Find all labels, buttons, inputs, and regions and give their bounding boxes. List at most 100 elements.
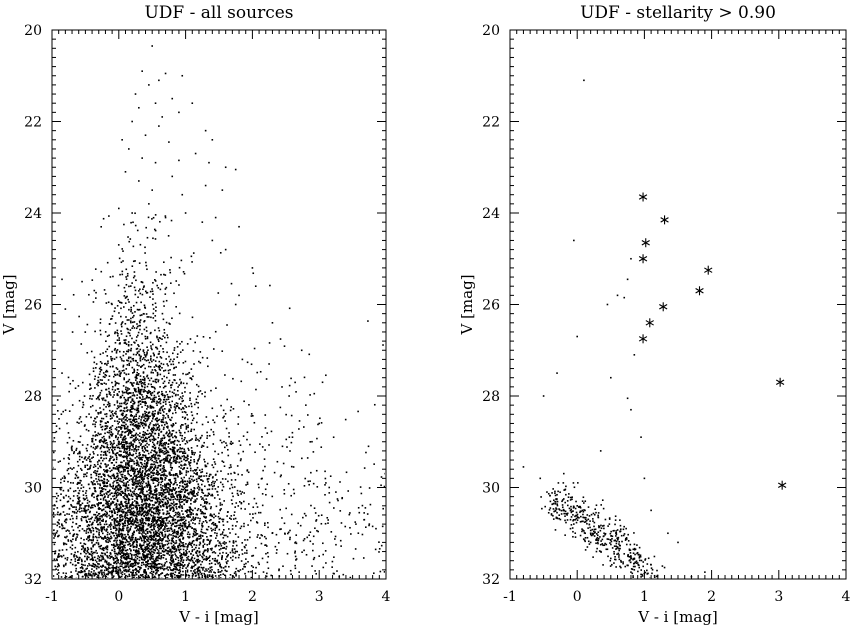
data-point <box>125 539 128 542</box>
data-point <box>131 316 134 319</box>
data-point <box>152 417 154 420</box>
data-point <box>239 459 242 462</box>
data-point <box>108 475 110 478</box>
data-point <box>199 510 202 512</box>
data-point <box>147 523 150 526</box>
data-point <box>187 514 190 517</box>
data-point <box>96 557 99 560</box>
data-point <box>183 522 186 525</box>
data-point <box>107 301 110 304</box>
data-point <box>174 477 177 480</box>
data-point <box>167 546 170 549</box>
data-point <box>99 407 101 409</box>
data-point <box>333 572 335 575</box>
data-point <box>142 487 144 490</box>
data-point <box>110 535 112 538</box>
data-point <box>151 496 154 498</box>
data-point <box>156 568 159 570</box>
data-point <box>143 313 145 315</box>
data-point <box>230 479 233 481</box>
data-point <box>121 555 124 557</box>
data-point <box>55 500 58 503</box>
data-point <box>165 516 167 519</box>
data-point <box>378 551 380 553</box>
data-point <box>118 447 121 450</box>
data-point <box>135 464 138 467</box>
data-point <box>173 496 176 498</box>
data-point <box>153 353 155 356</box>
data-point <box>101 572 103 575</box>
data-point <box>154 573 157 575</box>
data-point <box>108 387 110 390</box>
data-point <box>190 558 192 561</box>
data-point <box>180 544 183 547</box>
data-point <box>112 544 115 547</box>
data-point <box>227 553 229 556</box>
data-point <box>132 479 134 481</box>
data-point <box>195 560 197 562</box>
data-point <box>62 410 65 413</box>
data-point <box>219 574 222 576</box>
data-point <box>202 497 204 499</box>
data-point <box>215 473 217 476</box>
data-point <box>125 353 127 355</box>
data-point <box>303 426 305 428</box>
data-point <box>235 544 238 547</box>
data-point <box>183 417 186 420</box>
data-point <box>184 554 186 557</box>
data-point <box>165 574 168 576</box>
data-point <box>123 445 126 447</box>
data-point <box>153 504 156 506</box>
data-point <box>200 471 202 474</box>
data-point <box>156 531 158 534</box>
data-point <box>132 245 135 248</box>
data-point <box>193 487 195 489</box>
data-point <box>125 462 127 464</box>
data-point <box>245 562 247 565</box>
data-point <box>216 415 218 418</box>
data-point <box>150 568 153 570</box>
data-point <box>85 494 88 497</box>
data-point <box>109 475 112 478</box>
data-point <box>163 461 165 464</box>
data-point <box>149 435 152 437</box>
data-point <box>226 398 229 401</box>
data-point <box>124 475 126 477</box>
data-point <box>113 540 115 542</box>
data-point <box>158 516 160 519</box>
data-point <box>245 558 247 560</box>
data-point <box>160 524 162 527</box>
data-point <box>121 270 124 273</box>
data-point <box>159 493 162 496</box>
data-point <box>180 490 183 493</box>
data-point <box>136 371 138 374</box>
data-point <box>165 558 167 560</box>
data-point <box>162 520 165 522</box>
data-point <box>158 557 161 560</box>
data-point <box>119 533 121 536</box>
data-point <box>168 566 171 569</box>
data-point <box>119 562 121 565</box>
data-point <box>138 476 140 478</box>
data-point <box>182 513 184 515</box>
data-point <box>153 228 156 231</box>
data-point <box>295 534 298 536</box>
data-point <box>167 382 170 384</box>
data-point <box>75 474 78 477</box>
data-point <box>124 511 127 514</box>
data-point <box>169 478 171 481</box>
data-point <box>113 442 115 445</box>
data-point <box>232 408 235 410</box>
data-point <box>155 560 157 562</box>
data-point <box>174 542 176 545</box>
data-point <box>204 508 207 510</box>
data-point <box>159 441 162 443</box>
data-point <box>142 561 144 564</box>
data-point <box>133 321 136 323</box>
data-point <box>305 514 307 517</box>
data-point <box>146 346 148 349</box>
data-point <box>138 422 140 425</box>
data-point <box>138 504 141 507</box>
data-point <box>126 514 129 516</box>
data-point <box>97 555 100 557</box>
